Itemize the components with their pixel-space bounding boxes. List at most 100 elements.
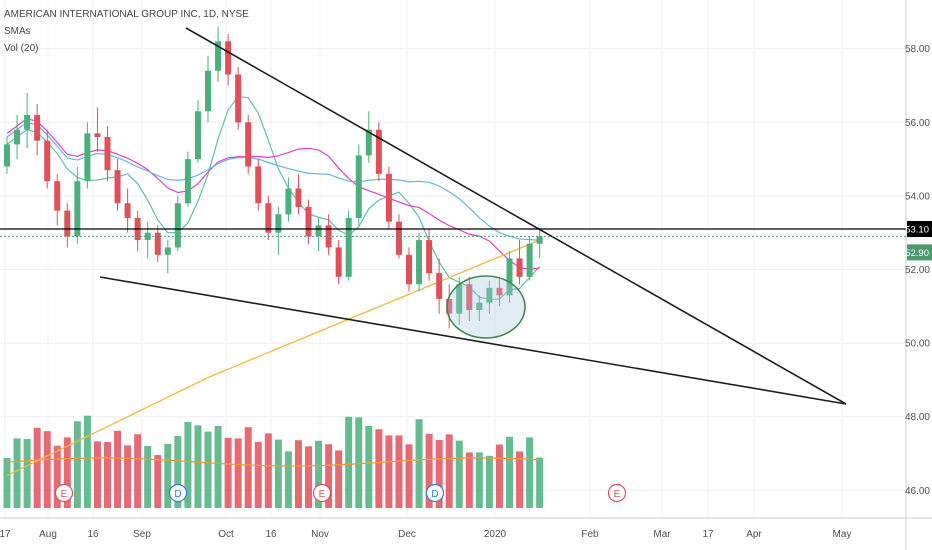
candle-body bbox=[416, 240, 423, 285]
volume-bar bbox=[214, 426, 222, 508]
price-axis[interactable]: 58.00 56.00 54.00 52.00 50.00 48.00 46.00 53.10… bbox=[905, 44, 932, 497]
volume-bar bbox=[405, 444, 413, 508]
time-axis[interactable]: 17 Aug 16 Sep Oct 16 Nov Dec 2020 Feb Mar 17 Apr May bbox=[0, 529, 851, 540]
dividend-marker[interactable]: D bbox=[425, 483, 445, 503]
candle-body bbox=[406, 254, 412, 285]
candle-body bbox=[516, 258, 523, 277]
marker-letter: E bbox=[614, 489, 621, 500]
price-tick-label: 54.00 bbox=[905, 191, 930, 202]
candle-body bbox=[436, 273, 443, 299]
candle-body bbox=[34, 114, 41, 141]
volume-bar bbox=[536, 457, 544, 508]
volume-bar bbox=[516, 451, 524, 508]
volume-bar bbox=[43, 431, 51, 508]
price-tick-label: 50.00 bbox=[905, 339, 930, 350]
candle-body bbox=[24, 114, 31, 130]
volume-bar bbox=[335, 450, 343, 508]
volume-bar bbox=[23, 439, 31, 508]
candle-body bbox=[295, 188, 302, 207]
candle-body bbox=[144, 232, 151, 241]
time-tick-label: Oct bbox=[218, 529, 234, 540]
volume-bar bbox=[114, 430, 122, 508]
candle-body bbox=[235, 74, 242, 123]
marker-circle bbox=[425, 483, 445, 503]
volume-bar bbox=[294, 440, 302, 508]
candle-body bbox=[194, 111, 201, 160]
volume-bar bbox=[174, 436, 182, 508]
volume-bar bbox=[254, 441, 262, 508]
time-tick-label: May bbox=[833, 529, 852, 540]
volume-bar bbox=[425, 433, 433, 508]
dividend-marker[interactable]: D bbox=[168, 483, 188, 503]
drawing-annotations[interactable] bbox=[0, 27, 906, 405]
volume-bar bbox=[154, 455, 162, 508]
time-tick-label: Apr bbox=[746, 529, 762, 540]
earnings-marker[interactable]: E bbox=[312, 483, 332, 503]
candle-body bbox=[44, 140, 51, 182]
volume-bar bbox=[355, 417, 363, 508]
upper-trendline[interactable] bbox=[185, 27, 847, 405]
volume-bar bbox=[204, 431, 212, 508]
legend-sma[interactable]: SMAs bbox=[4, 26, 31, 37]
candle-body bbox=[526, 243, 533, 277]
candle-body bbox=[486, 287, 493, 303]
candle-body bbox=[496, 287, 503, 296]
legend-volume[interactable]: Vol (20) bbox=[4, 43, 39, 54]
price-tick-label: 46.00 bbox=[905, 486, 930, 497]
volume-bar bbox=[244, 427, 252, 508]
volume-bar bbox=[184, 422, 192, 508]
candle-body bbox=[446, 298, 453, 314]
candle-body bbox=[184, 159, 191, 204]
volume-bar bbox=[385, 435, 393, 508]
time-tick-label: 17 bbox=[702, 529, 714, 540]
earnings-marker[interactable]: E bbox=[607, 483, 627, 503]
volume-bar bbox=[124, 445, 132, 508]
volume-bar bbox=[445, 434, 453, 508]
volume-bar bbox=[63, 437, 71, 508]
volume-bar bbox=[274, 439, 282, 508]
volume-bar bbox=[33, 427, 41, 508]
marker-letter: E bbox=[319, 489, 326, 500]
marker-circle bbox=[312, 483, 332, 503]
volume-bar bbox=[435, 440, 443, 508]
marker-letter: D bbox=[174, 489, 181, 500]
volume-bar bbox=[475, 452, 483, 508]
candle-body bbox=[305, 206, 312, 237]
chart-legend: AMERICAN INTERNATIONAL GROUP INC, 1D, NY… bbox=[4, 6, 249, 57]
volume-bar bbox=[234, 438, 242, 508]
candle-body bbox=[375, 129, 382, 174]
marker-letter: D bbox=[431, 489, 438, 500]
volume-bar bbox=[526, 437, 534, 508]
volume-bar bbox=[305, 446, 312, 508]
time-tick-label: 2020 bbox=[484, 529, 507, 540]
candle-body bbox=[205, 70, 211, 112]
volume-bar bbox=[53, 445, 61, 508]
price-tick-label: 48.00 bbox=[905, 412, 930, 423]
lower-trendline[interactable] bbox=[99, 276, 847, 405]
candle-body bbox=[255, 166, 262, 204]
volume-bars bbox=[3, 415, 544, 508]
sma-slow-line bbox=[6, 121, 540, 241]
candle-body bbox=[4, 144, 10, 167]
candle-body bbox=[476, 302, 483, 310]
candle-body bbox=[64, 210, 71, 237]
sma-mid-line bbox=[6, 117, 540, 270]
candle-body bbox=[285, 188, 292, 215]
volume-ma-line bbox=[6, 457, 540, 467]
volume-moving-average bbox=[6, 457, 540, 467]
time-tick-label: Nov bbox=[311, 529, 329, 540]
candle-body bbox=[315, 225, 322, 237]
price-badge-last: 52.90 bbox=[905, 244, 932, 261]
sma-fast-line bbox=[6, 95, 541, 301]
volume-bar bbox=[375, 429, 383, 508]
earnings-marker[interactable]: E bbox=[54, 483, 74, 503]
volume-bar bbox=[73, 421, 81, 508]
candle-body bbox=[225, 41, 232, 75]
highlight-ellipse[interactable] bbox=[446, 275, 526, 339]
candle-body bbox=[74, 181, 81, 237]
volume-bar bbox=[264, 433, 272, 508]
candle-body bbox=[54, 181, 61, 211]
